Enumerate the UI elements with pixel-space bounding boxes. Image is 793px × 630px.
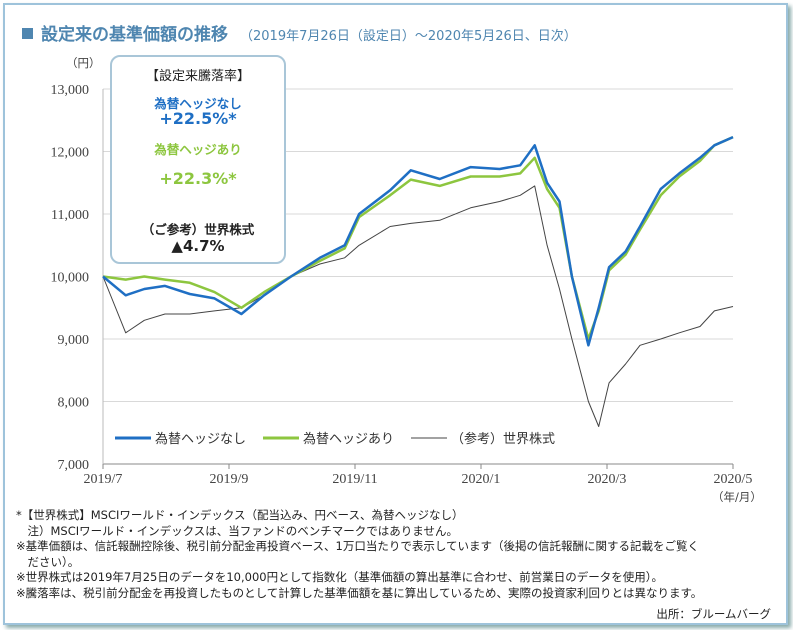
- x-tick-label: 2019/9: [210, 472, 249, 487]
- series-line-2: [102, 185, 734, 427]
- square-bullet-icon: [22, 28, 33, 39]
- x-tick-label: 2020/5: [714, 472, 753, 487]
- y-tick-label: 12,000: [51, 146, 90, 161]
- source-note: 出所：ブルームバーグ: [656, 607, 771, 621]
- y-tick-label: 11,000: [51, 208, 89, 223]
- series-line-0: [102, 135, 734, 347]
- legend-label: 為替ヘッジなし: [155, 431, 246, 447]
- series-line-1: [102, 135, 734, 341]
- y-tick-label: 7,000: [58, 458, 90, 473]
- subtitle: （2019年7月26日（設定日）～2020年5月26日、日次）: [240, 29, 577, 44]
- legend-label: （参考）世界株式: [451, 431, 555, 447]
- y-tick-label: 9,000: [58, 333, 90, 348]
- footnotes: *【世界株式】MSCIワールド・インデックス（配当込み、円ベース、為替ヘッジなし…: [16, 508, 702, 601]
- hedged-label: 為替ヘッジあり: [154, 142, 242, 157]
- unhedged-label: 為替ヘッジなし: [154, 96, 242, 111]
- x-tick-label: 2019/11: [332, 472, 377, 487]
- title-text: 設定来の基準価額の推移: [41, 25, 228, 45]
- y-unit: （円）: [66, 56, 101, 70]
- footnote: ださい）。: [16, 554, 80, 569]
- return-summary-box: 【設定来騰落率】 為替ヘッジなし +22.5%* 為替ヘッジあり +22.3%*…: [110, 55, 286, 264]
- unhedged-value: +22.5%*: [159, 109, 237, 128]
- x-tick-label: 2019/7: [84, 472, 123, 487]
- footnote: *【世界株式】MSCIワールド・インデックス（配当込み、円ベース、為替ヘッジなし…: [16, 508, 464, 522]
- footnote: ※基準価額は、信託報酬控除後、税引前分配金再投資ベース、1万口当たりで表示してい…: [16, 539, 700, 553]
- chart-title: 設定来の基準価額の推移 （2019年7月26日（設定日）～2020年5月26日、日…: [22, 20, 577, 45]
- hedged-value: +22.3%*: [159, 169, 237, 188]
- y-tick-label: 10,000: [51, 271, 90, 286]
- legend-label: 為替ヘッジあり: [303, 431, 394, 447]
- reference-label: （ご参考）世界株式: [141, 222, 255, 237]
- y-tick-label: 13,000: [51, 83, 90, 98]
- footnote: ※世界株式は2019年7月25日のデータを10,000円として指数化（基準価額の…: [16, 570, 663, 584]
- y-tick-label: 8,000: [58, 396, 90, 411]
- reference-value: ▲4.7%: [171, 237, 225, 255]
- x-tick-label: 2020/1: [462, 472, 501, 487]
- x-tick-label: 2020/3: [588, 472, 627, 487]
- footnote: ※騰落率は、税引前分配金を再投資したものとして計算した基準価額を基に算出している…: [16, 585, 703, 600]
- x-unit: （年/月）: [712, 490, 762, 504]
- infobox-heading: 【設定来騰落率】: [145, 69, 250, 84]
- footnote: 注）MSCIワールド・インデックスは、当ファンドのベンチマークではありません。: [16, 523, 458, 538]
